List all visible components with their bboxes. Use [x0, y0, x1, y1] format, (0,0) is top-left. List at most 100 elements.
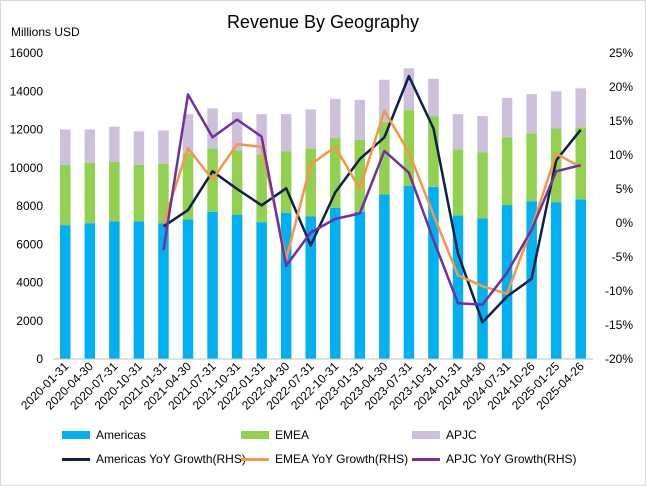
bar-americas — [354, 211, 366, 359]
bar-apjc — [207, 108, 218, 149]
bar-emea — [60, 164, 71, 226]
y-tick-label: 16000 — [10, 46, 44, 60]
bar-apjc — [158, 130, 169, 164]
line-americas-yoy-growth — [162, 74, 582, 324]
bar-emea — [330, 138, 341, 208]
legend-swatch — [412, 431, 440, 439]
bar-emea — [379, 121, 390, 195]
bar-apjc — [550, 91, 562, 129]
bar-apjc — [452, 114, 464, 150]
legend-swatch — [412, 457, 440, 461]
bar-apjc — [60, 129, 71, 165]
y-tick-label: 12000 — [10, 123, 44, 137]
bar-apjc — [182, 114, 194, 154]
y-tick-label: 10000 — [10, 161, 44, 175]
bar-americas — [305, 216, 316, 359]
bar-emea — [231, 150, 243, 215]
bar-americas — [477, 218, 488, 359]
bar-emea — [305, 148, 316, 217]
bar-emea — [182, 153, 194, 220]
bar-emea — [354, 140, 366, 212]
legend-item: APJC YoY Growth(RHS) — [412, 452, 577, 466]
legend-label: EMEA — [275, 428, 310, 442]
bar-emea — [84, 162, 96, 224]
bar-apjc — [428, 78, 439, 117]
bar-apjc — [501, 97, 513, 138]
bar-americas — [60, 225, 71, 359]
bar-apjc — [256, 114, 267, 155]
bar-americas — [452, 215, 464, 359]
bar-americas — [330, 207, 341, 359]
y-tick-label: 2000 — [16, 314, 43, 328]
bar-emea — [158, 163, 169, 224]
legend-swatch — [62, 457, 90, 461]
legend-swatch — [241, 457, 269, 461]
y2-tick-label: 20% — [609, 80, 633, 94]
y-tick-label: 14000 — [10, 84, 44, 98]
bar-apjc — [231, 112, 243, 151]
bar-apjc — [330, 98, 341, 139]
bar-americas — [379, 194, 390, 359]
bar-americas — [158, 223, 169, 359]
bar-apjc — [133, 131, 145, 165]
bar-emea — [280, 151, 292, 213]
bar-americas — [207, 211, 218, 359]
bar-emea — [428, 116, 439, 187]
y-axis-label: Millions USD — [11, 25, 80, 39]
bar-emea — [109, 162, 120, 222]
y2-tick-label: 5% — [616, 182, 634, 196]
bar-emea — [575, 127, 586, 200]
legend-item: EMEA — [241, 428, 309, 442]
legend-swatch — [241, 431, 269, 439]
bar-apjc — [109, 126, 120, 163]
bar-apjc — [379, 79, 390, 122]
legend-swatch — [62, 431, 90, 439]
legend-label: APJC YoY Growth(RHS) — [446, 452, 577, 466]
y-tick-label: 8000 — [16, 199, 43, 213]
y2-tick-label: -5% — [612, 250, 634, 264]
legend-item: EMEA YoY Growth(RHS) — [241, 452, 408, 466]
bar-apjc — [305, 109, 316, 149]
y2-tick-label: 0% — [616, 216, 634, 230]
bar-apjc — [280, 114, 292, 152]
y2-tick-label: 10% — [609, 148, 633, 162]
bar-apjc — [403, 68, 415, 111]
bar-americas — [550, 202, 562, 359]
bar-emea — [403, 110, 415, 186]
bar-emea — [452, 149, 464, 216]
legend-label: Americas — [96, 428, 147, 442]
bar-americas — [109, 221, 120, 359]
bar-emea — [501, 137, 513, 206]
bar-apjc — [354, 99, 366, 141]
bar-emea — [526, 133, 537, 202]
legend-label: EMEA YoY Growth(RHS) — [275, 452, 409, 466]
bar-americas — [501, 205, 513, 359]
line-emea-yoy-growth — [162, 109, 582, 295]
bar-apjc — [477, 116, 488, 153]
bar-americas — [231, 214, 243, 359]
bar-emea — [256, 154, 267, 223]
legend-item: Americas YoY Growth(RHS) — [62, 452, 246, 466]
legend-label: APJC — [446, 428, 477, 442]
bar-apjc — [575, 88, 586, 128]
y-tick-label: 6000 — [16, 237, 43, 251]
y-tick-label: 0 — [36, 352, 43, 366]
bar-americas — [182, 219, 194, 359]
chart-title: Revenue By Geography — [226, 12, 420, 32]
bar-americas — [280, 212, 292, 359]
bar-emea — [133, 164, 145, 222]
bar-emea — [477, 152, 488, 219]
bar-americas — [428, 186, 439, 359]
legend-item: Americas — [62, 428, 146, 442]
bar-americas — [133, 221, 145, 359]
y-tick-label: 4000 — [16, 276, 43, 290]
line-apjc-yoy-growth — [162, 93, 582, 306]
bar-apjc — [526, 94, 537, 134]
legend-label: Americas YoY Growth(RHS) — [96, 452, 246, 466]
bar-americas — [256, 222, 267, 359]
y2-tick-label: -15% — [605, 318, 633, 332]
bar-americas — [575, 199, 586, 359]
y2-tick-label: -20% — [605, 352, 633, 366]
y2-tick-label: 15% — [609, 114, 633, 128]
